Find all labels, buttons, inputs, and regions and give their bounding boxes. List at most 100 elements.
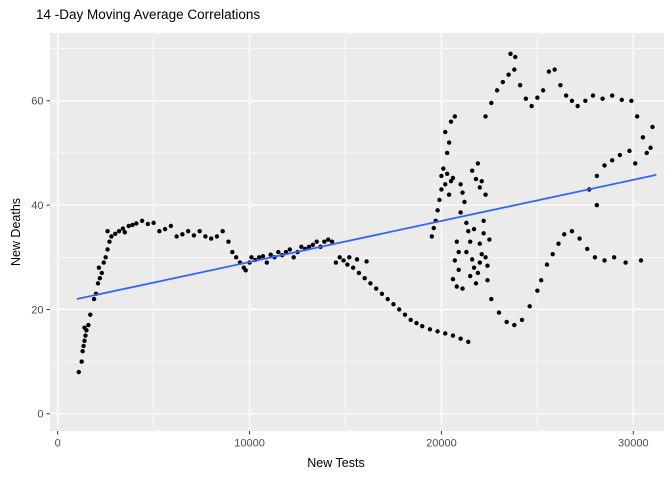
- data-point: [145, 221, 151, 227]
- data-point: [512, 322, 517, 328]
- data-point: [454, 284, 459, 289]
- data-point: [477, 241, 482, 246]
- data-point: [373, 286, 379, 291]
- data-point: [602, 258, 607, 263]
- data-point: [287, 247, 293, 252]
- data-point: [435, 208, 440, 213]
- data-point: [226, 239, 231, 244]
- data-point: [513, 54, 518, 60]
- data-point: [427, 327, 433, 332]
- data-point: [96, 265, 102, 270]
- data-point: [563, 93, 569, 98]
- data-point: [97, 275, 103, 281]
- data-point: [95, 281, 101, 286]
- data-point: [512, 67, 517, 72]
- data-point: [477, 260, 482, 265]
- data-point: [185, 229, 191, 234]
- data-point: [456, 267, 461, 273]
- data-point: [197, 229, 202, 234]
- data-point: [650, 124, 655, 130]
- data-point: [439, 173, 444, 179]
- data-point: [391, 302, 396, 307]
- data-point: [437, 197, 442, 203]
- data-point: [168, 223, 174, 229]
- data-point: [233, 255, 239, 260]
- data-point: [475, 270, 481, 276]
- data-point: [130, 222, 135, 228]
- data-point: [469, 168, 475, 173]
- x-tick-label: 20000: [426, 438, 457, 450]
- data-point: [592, 255, 598, 260]
- data-point: [627, 148, 632, 154]
- data-point: [517, 82, 523, 88]
- data-point: [214, 234, 220, 239]
- data-point: [468, 273, 473, 279]
- data-point: [441, 166, 446, 171]
- x-axis-label: New Tests: [307, 456, 365, 470]
- data-point: [157, 229, 162, 234]
- data-point: [444, 171, 450, 177]
- data-point: [220, 229, 225, 234]
- data-point: [458, 210, 463, 215]
- data-point: [481, 218, 486, 223]
- data-point: [354, 257, 360, 262]
- data-point: [203, 234, 208, 239]
- data-point: [475, 161, 481, 166]
- data-point: [460, 286, 465, 291]
- data-point: [122, 230, 128, 235]
- data-point: [139, 218, 145, 223]
- data-point: [529, 103, 534, 109]
- data-point: [609, 93, 615, 98]
- y-tick-label: 20: [31, 304, 43, 316]
- chart-title: 14 -Day Moving Average Correlations: [36, 7, 261, 22]
- data-point: [99, 270, 105, 276]
- data-point: [162, 226, 168, 232]
- data-point: [116, 229, 122, 234]
- data-point: [619, 97, 624, 102]
- data-point: [310, 242, 316, 247]
- data-point: [81, 343, 86, 349]
- data-point: [471, 226, 477, 232]
- data-point: [443, 129, 448, 135]
- data-point: [458, 182, 463, 187]
- data-point: [544, 262, 550, 267]
- data-point: [477, 185, 482, 190]
- data-point: [609, 158, 615, 163]
- data-point: [333, 260, 339, 265]
- data-point: [527, 304, 532, 309]
- data-point: [575, 103, 580, 109]
- data-point: [483, 192, 488, 197]
- data-point: [439, 187, 444, 192]
- data-point: [469, 257, 475, 262]
- data-point: [489, 100, 494, 106]
- data-point: [519, 317, 525, 323]
- data-point: [264, 260, 270, 265]
- data-point: [408, 317, 413, 323]
- y-tick-label: 60: [31, 96, 43, 108]
- data-point: [341, 258, 346, 263]
- data-point: [126, 223, 131, 229]
- data-point: [494, 88, 500, 93]
- data-point: [481, 231, 486, 236]
- x-tick-label: 30000: [618, 438, 649, 450]
- data-point: [291, 255, 296, 260]
- data-point: [450, 175, 456, 181]
- data-point: [364, 259, 369, 264]
- x-tick-label: 0: [55, 438, 61, 450]
- data-point: [634, 114, 640, 119]
- data-point: [468, 239, 473, 244]
- data-point: [540, 88, 546, 93]
- data-point: [464, 220, 469, 226]
- data-point: [435, 329, 440, 334]
- data-point: [397, 307, 402, 312]
- data-point: [585, 246, 590, 252]
- data-point: [151, 220, 156, 226]
- data-point: [473, 281, 479, 286]
- x-tick-label: 10000: [234, 438, 265, 450]
- data-point: [79, 359, 84, 364]
- data-point: [107, 239, 112, 244]
- plot-panel: [50, 33, 664, 431]
- data-point: [431, 225, 436, 231]
- y-axis-label: New Deaths: [9, 197, 23, 267]
